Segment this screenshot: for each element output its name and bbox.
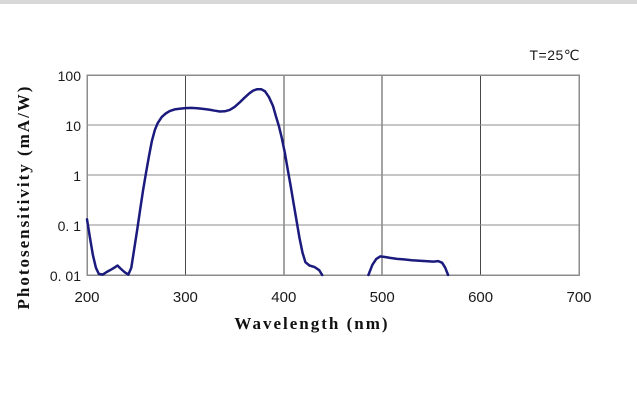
x-tick-label: 400 [271, 289, 297, 306]
x-tick-label: 200 [74, 289, 100, 306]
y-tick-label: 0. 01 [49, 268, 81, 284]
x-tick-label: 600 [468, 289, 494, 306]
x-axis-title: Wavelength (nm) [234, 314, 390, 333]
y-tick-label: 1 [73, 168, 81, 184]
x-tick-label: 700 [566, 289, 592, 306]
y-tick-label: 10 [65, 118, 81, 134]
temperature-annotation: T=25℃ [529, 47, 580, 63]
y-tick-label: 100 [57, 68, 81, 84]
plot-border [86, 74, 580, 276]
y-tick-label: 0. 1 [57, 218, 81, 234]
response-curve [367, 255, 450, 277]
x-tick-label: 300 [172, 289, 198, 306]
response-curve [85, 87, 324, 277]
y-axis-title: Photosensitivity (mA/W) [14, 84, 33, 310]
window-top-edge [0, 0, 637, 4]
x-tick-label: 500 [369, 289, 395, 306]
